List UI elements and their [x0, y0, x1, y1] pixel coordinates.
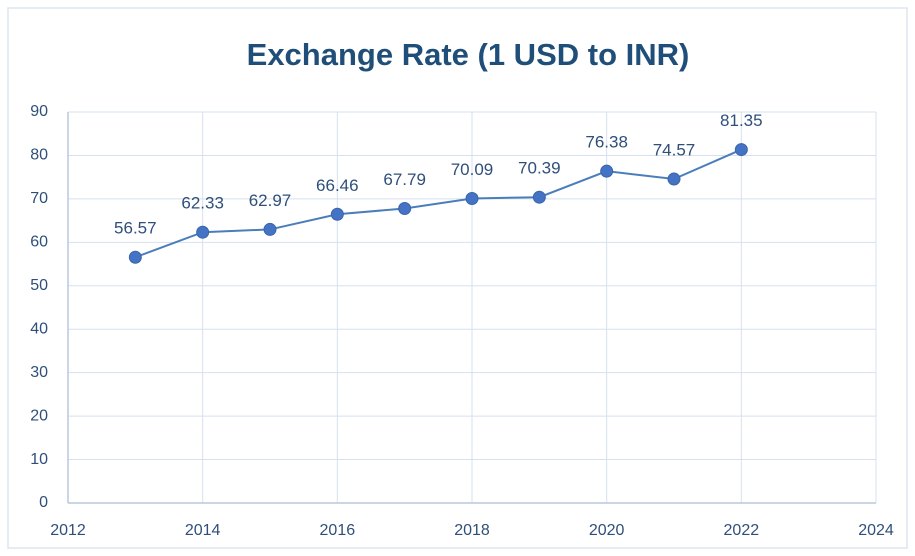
y-tick-label: 0 — [39, 494, 48, 511]
x-tick-label: 2016 — [320, 522, 356, 539]
point — [600, 164, 614, 178]
chart-title: Exchange Rate (1 USD to INR) — [247, 37, 690, 72]
x-tick-label: 2024 — [858, 522, 894, 539]
point — [667, 172, 681, 186]
data-label: 66.46 — [316, 176, 359, 195]
data-label: 74.57 — [653, 141, 696, 160]
series-line — [134, 148, 742, 259]
point — [398, 201, 412, 215]
data-label: 56.57 — [114, 219, 157, 238]
point — [196, 225, 210, 239]
y-tick-label: 30 — [30, 364, 48, 381]
data-label: 62.33 — [181, 194, 224, 213]
y-tick-label: 10 — [30, 451, 48, 468]
point — [128, 250, 142, 264]
point — [330, 207, 344, 221]
data-label: 62.97 — [249, 191, 292, 210]
data-label: 67.79 — [383, 170, 426, 189]
data-label: 81.35 — [720, 111, 763, 130]
x-tick-label: 2018 — [454, 522, 490, 539]
point — [263, 222, 277, 236]
data-label: 76.38 — [585, 133, 628, 152]
y-tick-label: 90 — [30, 103, 48, 120]
y-tick-label: 20 — [30, 407, 48, 424]
y-tick-label: 40 — [30, 320, 48, 337]
x-tick-label: 2020 — [589, 522, 625, 539]
y-tick-label: 80 — [30, 147, 48, 164]
y-tick-label: 60 — [30, 234, 48, 251]
x-tick-label: 2012 — [50, 522, 86, 539]
point — [465, 191, 479, 205]
data-label: 70.39 — [518, 159, 561, 178]
data-label: 70.09 — [451, 160, 494, 179]
x-tick-label: 2014 — [185, 522, 221, 539]
y-tick-label: 70 — [30, 190, 48, 207]
chart-frame — [7, 7, 908, 549]
point — [734, 143, 748, 157]
point — [532, 190, 546, 204]
y-tick-label: 50 — [30, 277, 48, 294]
x-tick-label: 2022 — [724, 522, 760, 539]
